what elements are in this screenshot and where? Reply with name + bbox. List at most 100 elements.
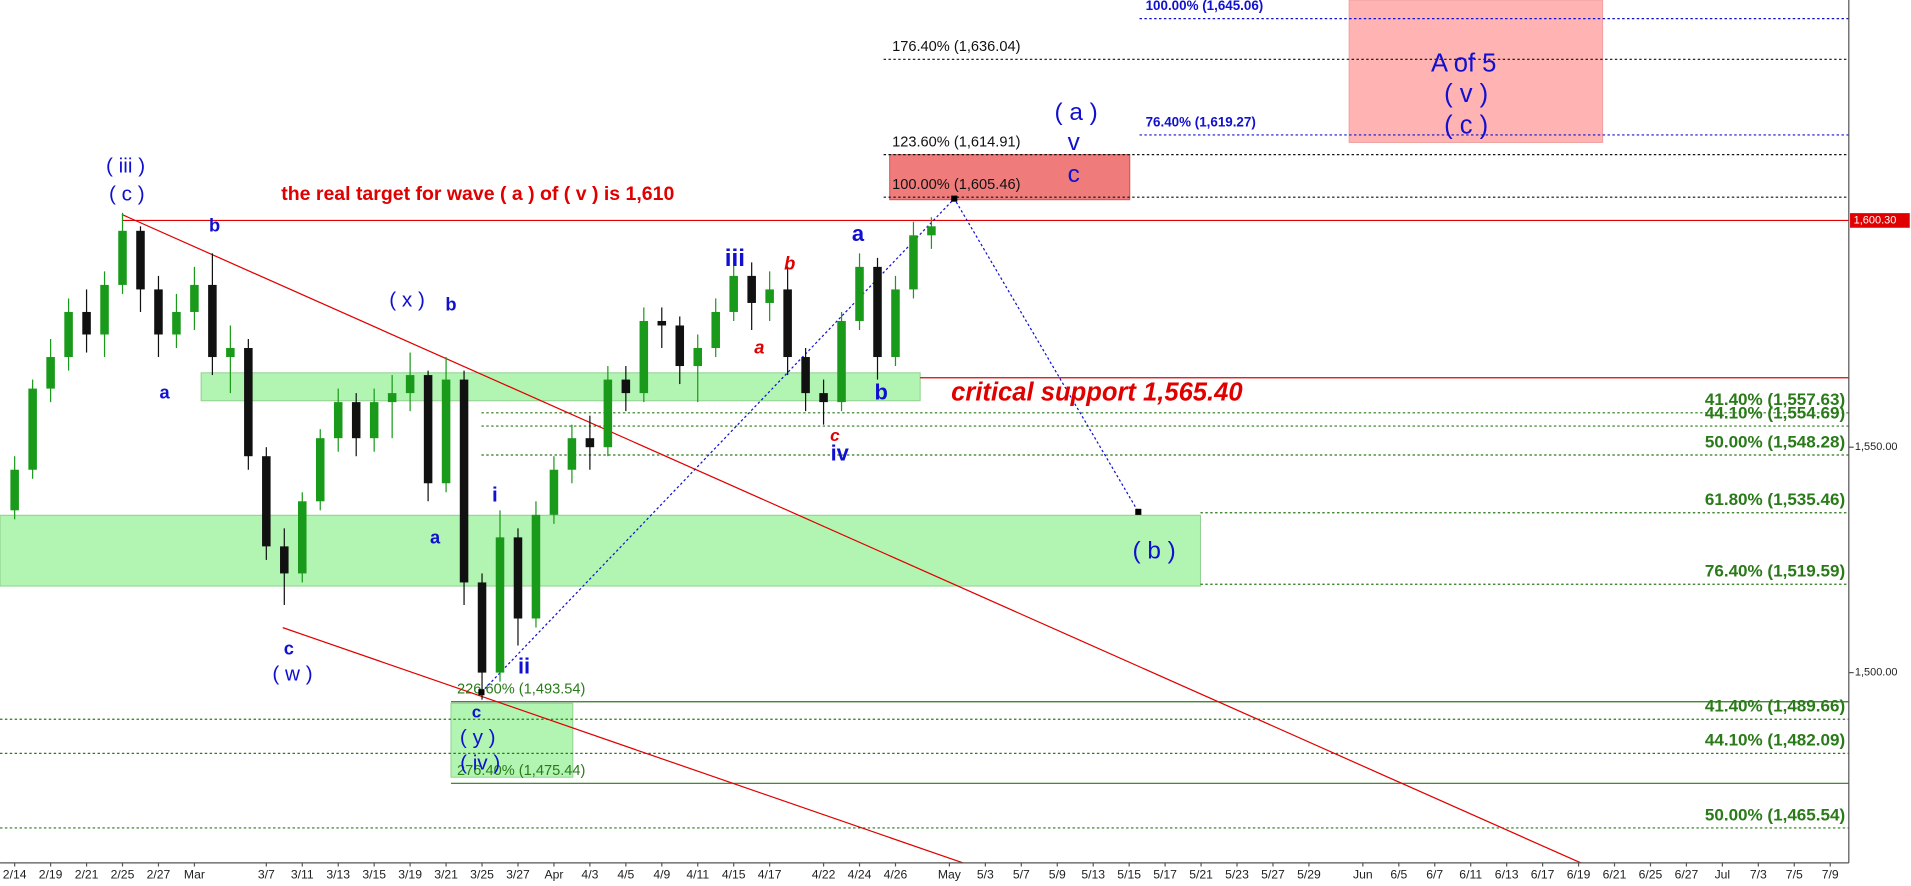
x-tick-label: 5/3 — [977, 867, 994, 881]
x-tick-label: 5/7 — [1013, 867, 1030, 881]
x-tick-label: 7/9 — [1822, 867, 1839, 881]
x-tick-label: 6/27 — [1675, 867, 1699, 881]
last-price-box — [1850, 213, 1910, 228]
candle-body — [801, 357, 810, 394]
candle-body — [747, 275, 756, 303]
x-tick-label: 7/5 — [1786, 867, 1803, 881]
x-tick-label: 6/25 — [1639, 867, 1663, 881]
x-tick-label: Jun — [1353, 867, 1373, 881]
fib-label: 44.10% (1,554.69) — [1705, 403, 1845, 422]
x-tick-label: 3/11 — [291, 867, 314, 881]
fib-label: 100.00% (1,605.46) — [892, 177, 1020, 193]
x-tick-label: 6/17 — [1531, 867, 1555, 881]
annotation: iii — [725, 245, 745, 272]
x-tick-label: 4/26 — [884, 867, 908, 881]
candle-body — [513, 537, 523, 619]
candle-body — [657, 320, 667, 326]
x-tick-label: 3/27 — [506, 867, 530, 881]
x-tick-label: 2/14 — [3, 867, 27, 881]
x-tick-label: 5/13 — [1081, 867, 1105, 881]
x-tick-label: 3/25 — [470, 867, 494, 881]
candle-body — [333, 402, 343, 439]
candle-body — [621, 379, 631, 394]
candle-body — [82, 311, 91, 335]
candle-body — [154, 289, 163, 335]
annotation: critical support 1,565.40 — [951, 378, 1242, 406]
candle-body — [693, 348, 703, 367]
pivot-marker — [951, 195, 958, 202]
x-tick-label: 6/13 — [1495, 867, 1519, 881]
annotation: ( c ) — [1444, 112, 1488, 140]
x-tick-label: 6/19 — [1567, 867, 1591, 881]
x-tick-label: 6/11 — [1459, 867, 1482, 881]
candle-body — [10, 469, 19, 511]
candle-body — [298, 501, 307, 574]
candle-body — [172, 311, 181, 335]
candle-body — [873, 266, 882, 358]
annotation: ( iii ) — [106, 154, 145, 177]
x-tick-label: 5/17 — [1153, 867, 1177, 881]
zone — [889, 154, 1131, 201]
candle-body — [765, 289, 774, 303]
candle-body — [262, 456, 271, 547]
candle-body — [477, 582, 487, 673]
annotation: ( y ) — [460, 726, 496, 749]
candle-body — [405, 375, 415, 394]
candle-body — [190, 284, 199, 312]
candle-body — [423, 375, 433, 484]
annotation: a — [159, 381, 170, 402]
candle-body — [837, 320, 846, 403]
annotation: ( iv ) — [460, 752, 500, 775]
y-tick-label: 1,550.00 — [1855, 441, 1898, 453]
fib-label: 226.60% (1,493.54) — [457, 681, 585, 697]
x-tick-label: 3/7 — [258, 867, 275, 881]
candle-body — [280, 546, 289, 574]
fib-label: 41.40% (1,557.63) — [1705, 390, 1845, 409]
x-tick-label: 7/3 — [1750, 867, 1767, 881]
annotation: a — [430, 526, 441, 547]
annotation: ( b ) — [1132, 538, 1175, 565]
x-tick-label: 3/15 — [362, 867, 386, 881]
fib-label: 176.40% (1,636.04) — [892, 39, 1020, 55]
annotation: v — [1068, 129, 1081, 156]
candle-body — [639, 320, 649, 394]
candle-body — [459, 379, 469, 583]
candle-body — [585, 438, 595, 448]
pivot-marker — [1135, 508, 1142, 515]
annotation: ( v ) — [1444, 80, 1488, 108]
candle-body — [603, 379, 613, 448]
candle-body — [531, 514, 541, 619]
annotation: ( c ) — [109, 182, 145, 205]
x-tick-label: 4/9 — [653, 867, 670, 881]
candle-body — [64, 311, 73, 358]
candle-body — [226, 348, 235, 358]
x-tick-label: 3/21 — [434, 867, 458, 881]
candle-body — [441, 379, 451, 484]
x-tick-label: 2/21 — [75, 867, 99, 881]
candle-body — [118, 230, 127, 285]
candle-body — [819, 393, 828, 403]
candle-body — [208, 284, 217, 358]
zone — [0, 514, 1201, 587]
candle-body — [711, 311, 720, 349]
x-tick-label: 5/15 — [1117, 867, 1141, 881]
candle-body — [909, 235, 918, 290]
x-tick-label: 5/23 — [1225, 867, 1249, 881]
x-tick-label: 5/9 — [1049, 867, 1066, 881]
annotation: ( a ) — [1054, 99, 1097, 126]
zone — [450, 702, 574, 778]
x-tick-label: 4/17 — [758, 867, 782, 881]
annotation: b — [445, 294, 456, 315]
x-tick-label: 6/21 — [1603, 867, 1627, 881]
candle-body — [675, 325, 685, 367]
trend-line — [121, 213, 1581, 864]
candle-body — [46, 357, 55, 389]
fib-label: 50.00% (1,465.54) — [1705, 805, 1845, 824]
fib-label: 276.40% (1,475.44) — [457, 763, 585, 779]
fib-label: 100.00% (1,645.06) — [1146, 0, 1264, 13]
annotation: ii — [518, 654, 530, 679]
zone — [200, 372, 921, 402]
candle-body — [729, 275, 738, 312]
candle-body — [549, 469, 559, 515]
